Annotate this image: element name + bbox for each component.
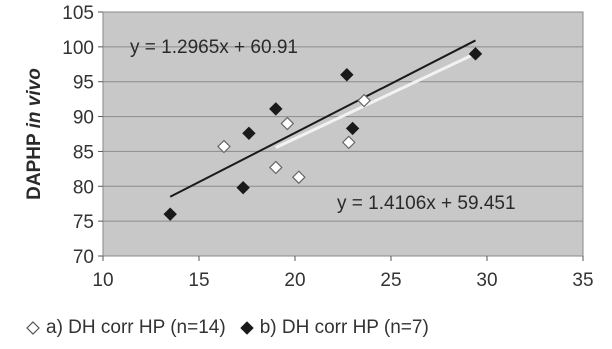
- x-tick-label: 10: [92, 270, 113, 291]
- point-series-a: [268, 160, 283, 175]
- point-series-b: [269, 102, 283, 116]
- y-tick-label: 75: [73, 212, 94, 233]
- trendline-a: [275, 53, 475, 149]
- legend-label-b: b) DH corr HP (n=7): [259, 317, 429, 338]
- x-axis-ticks: 10 15 20 25 30 35: [92, 256, 594, 291]
- legend-item-a: a) DH corr HP (n=14): [26, 317, 226, 339]
- point-series-b: [163, 207, 177, 221]
- y-axis-label-main: DAPHP: [24, 128, 45, 199]
- y-axis-ticks: 70 75 80 85 90 95 100 105: [62, 3, 103, 268]
- x-tick-label: 30: [476, 270, 497, 291]
- legend-label-a: a) DH corr HP (n=14): [46, 317, 226, 338]
- y-tick-label: 105: [62, 3, 94, 24]
- y-tick-label: 100: [62, 38, 94, 59]
- scatter-chart: 70 75 80 85 90 95 100 105 10 15 20 25 30 35 y = 1.29…: [24, 3, 594, 291]
- trendline-b: [169, 39, 476, 198]
- y-tick-label: 70: [73, 247, 94, 268]
- plot-area: [102, 11, 584, 257]
- open-diamond-icon: [26, 321, 40, 335]
- x-tick-label: 25: [380, 270, 401, 291]
- y-tick-label: 80: [73, 177, 94, 198]
- legend-item-b: b) DH corr HP (n=7): [239, 317, 429, 339]
- x-tick-label: 20: [284, 270, 305, 291]
- y-axis-label-italic: in vivo: [24, 68, 45, 128]
- x-tick-label: 35: [572, 270, 593, 291]
- trendline-a-equation: y = 1.2965x + 60.91: [130, 37, 298, 58]
- y-axis-label: DAPHP in vivo: [24, 68, 45, 200]
- point-series-b: [340, 68, 354, 82]
- x-tick-label: 15: [188, 270, 209, 291]
- data-points: [163, 47, 483, 221]
- y-tick-label: 90: [73, 108, 94, 129]
- point-series-a: [341, 135, 356, 150]
- y-tick-label: 95: [73, 73, 94, 94]
- trendlines: [169, 39, 476, 198]
- y-tick-label: 85: [73, 142, 94, 163]
- filled-diamond-icon: [239, 321, 254, 335]
- point-series-b: [345, 121, 360, 136]
- point-series-b: [468, 47, 483, 61]
- point-series-a: [291, 170, 306, 185]
- gridlines: [103, 46, 583, 222]
- trendline-b-equation: y = 1.4106x + 59.451: [337, 193, 516, 214]
- legend: a) DH corr HP (n=14) b) DH corr HP (n=7): [26, 313, 596, 343]
- point-series-a: [217, 139, 231, 154]
- point-series-a: [357, 93, 371, 108]
- point-series-a: [280, 116, 295, 131]
- point-series-b: [242, 126, 256, 141]
- point-series-b: [236, 180, 250, 195]
